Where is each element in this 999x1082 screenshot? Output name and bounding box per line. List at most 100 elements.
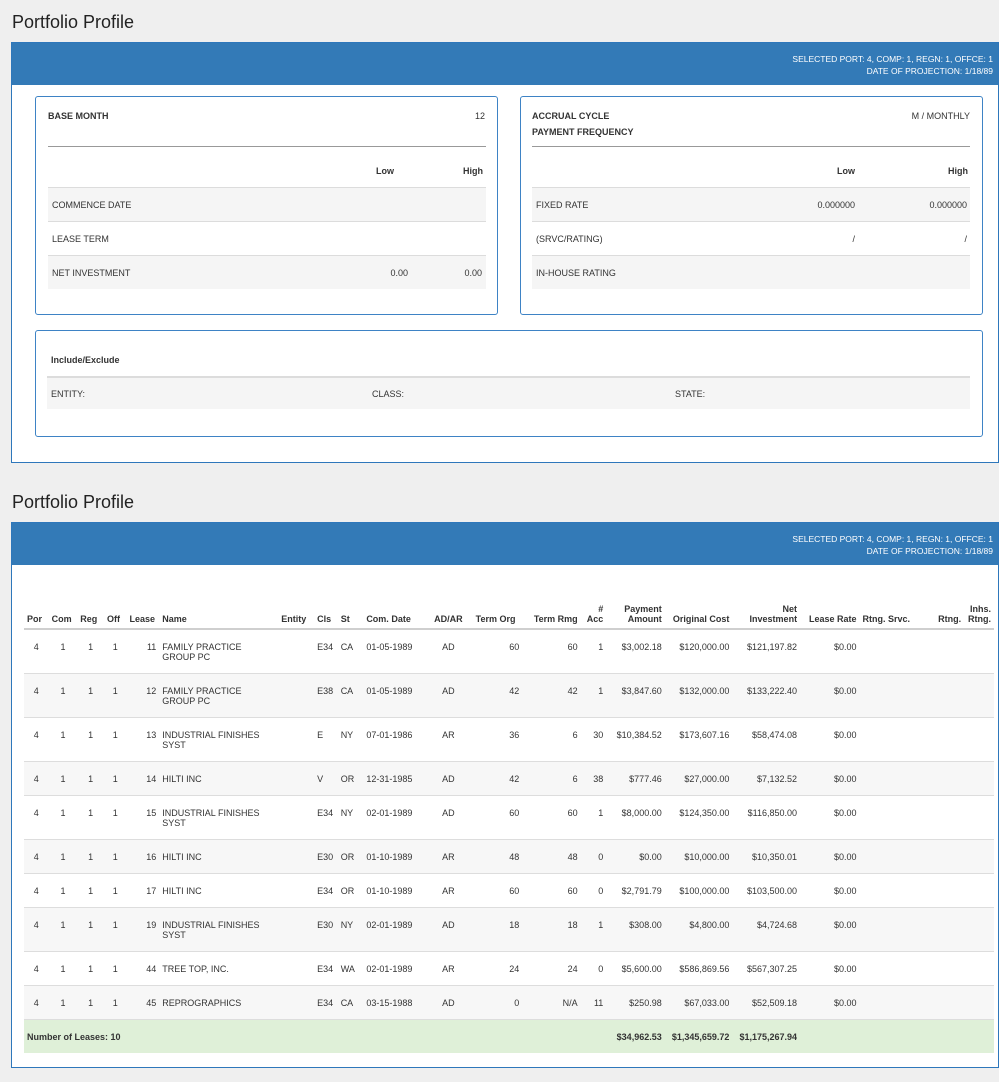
cell-term-org: 36 <box>468 716 523 761</box>
accrual-cycle-label: ACCRUAL CYCLE <box>532 111 610 121</box>
cell-reg: 1 <box>77 628 104 673</box>
cell-inhs <box>964 950 994 985</box>
cell-com: 1 <box>48 872 78 907</box>
cell-acc: 1 <box>580 628 607 673</box>
cell-rtng <box>919 838 965 873</box>
lease-count: Number of Leases: 10 <box>24 1018 607 1053</box>
cell-acc: 1 <box>580 906 607 951</box>
cell-term-rmg: 6 <box>522 716 581 761</box>
cell-com: 1 <box>48 716 78 761</box>
cell-por: 4 <box>24 716 49 761</box>
cell-cost: $100,000.00 <box>664 872 733 907</box>
cell-st: NY <box>337 906 364 951</box>
cell-rtng-srvc <box>859 950 919 985</box>
cell-rate: $0.00 <box>800 760 860 795</box>
col-net-investment: Net Investment <box>732 583 801 630</box>
cell-net: $52,509.18 <box>732 984 801 1019</box>
cell-lease: 19 <box>126 906 160 951</box>
cell-adar: AD <box>427 794 469 839</box>
cell-lease: 11 <box>126 628 160 673</box>
cell-net: $7,132.52 <box>732 760 801 795</box>
cell-st: WA <box>337 950 364 985</box>
cell-off: 1 <box>103 716 127 761</box>
cell-cost: $124,350.00 <box>664 794 733 839</box>
cell-payment: $3,847.60 <box>606 672 665 717</box>
cell-rate: $0.00 <box>800 716 860 761</box>
cell-date: 01-05-1989 <box>363 672 428 717</box>
cell-name: INDUSTRIAL FINISHES SYST <box>159 906 279 951</box>
cell-name: INDUSTRIAL FINISHES SYST <box>159 794 279 839</box>
cell-entity <box>278 760 315 795</box>
cell-inhs <box>964 984 994 1019</box>
cell-net: $121,197.82 <box>732 628 801 673</box>
cell-cls: E30 <box>314 906 338 951</box>
cell-inhs <box>964 716 994 761</box>
cell-rate: $0.00 <box>800 628 860 673</box>
row-label: LEASE TERM <box>52 234 109 244</box>
cell-payment: $5,600.00 <box>606 950 665 985</box>
cell-por: 4 <box>24 950 49 985</box>
panel-header: SELECTED PORT: 4, COMP: 1, REGN: 1, OFFC… <box>12 523 998 565</box>
cell-cls: E34 <box>314 950 338 985</box>
cell-name: TREE TOP, INC. <box>159 950 279 985</box>
col-rtng-srvc: Rtng. Srvc. <box>859 583 919 630</box>
cell-off: 1 <box>103 950 127 985</box>
cell-acc: 0 <box>580 838 607 873</box>
cell-date: 02-01-1989 <box>363 906 428 951</box>
cell-term-rmg: N/A <box>522 984 581 1019</box>
accrual-cycle-value: M / MONTHLY <box>911 111 970 121</box>
cell-rtng-srvc <box>859 628 919 673</box>
cell-reg: 1 <box>77 716 104 761</box>
cell-st: NY <box>337 794 364 839</box>
cell-rtng <box>919 984 965 1019</box>
table-row: 4 1 1 1 14 HILTI INC V OR 12-31-1985 AD 42 6 38 $777.… <box>24 760 994 795</box>
cell-lease: 13 <box>126 716 160 761</box>
cell-adar: AR <box>427 950 469 985</box>
cell-rtng-srvc <box>859 716 919 761</box>
cell-cls: E <box>314 716 338 761</box>
cell-reg: 1 <box>77 872 104 907</box>
state-label: STATE: <box>675 389 706 399</box>
cell-term-rmg: 60 <box>522 872 581 907</box>
cell-adar: AD <box>427 906 469 951</box>
table-row: 4 1 1 1 12 FAMILY PRACTICE GROUP PC E38 CA 01-05… <box>24 672 994 717</box>
cell-off: 1 <box>103 760 127 795</box>
cell-com: 1 <box>48 628 78 673</box>
row-label: NET INVESTMENT <box>52 268 131 278</box>
cell-name: HILTI INC <box>159 838 279 873</box>
cell-adar: AD <box>427 760 469 795</box>
payment-frequency-label: PAYMENT FREQUENCY <box>532 127 634 137</box>
cell-date: 02-01-1989 <box>363 950 428 985</box>
cell-cost: $4,800.00 <box>664 906 733 951</box>
row-label: COMMENCE DATE <box>52 200 132 210</box>
low-header: Low <box>376 166 394 176</box>
cell-rtng-srvc <box>859 872 919 907</box>
cell-date: 01-05-1989 <box>363 628 428 673</box>
cell-por: 4 <box>24 760 49 795</box>
net-investment-low: 0.00 <box>390 268 408 278</box>
include-exclude-row: ENTITY: CLASS: STATE: <box>47 376 970 409</box>
cell-rtng <box>919 950 965 985</box>
cell-date: 03-15-1988 <box>363 984 428 1019</box>
cell-adar: AR <box>427 872 469 907</box>
divider <box>532 146 970 147</box>
cell-entity <box>278 628 315 673</box>
cell-off: 1 <box>103 672 127 717</box>
cell-name: REPROGRAPHICS <box>159 984 279 1019</box>
lease-list-panel: SELECTED PORT: 4, COMP: 1, REGN: 1, OFFC… <box>11 522 999 1068</box>
cell-rtng-srvc <box>859 984 919 1019</box>
cell-por: 4 <box>24 872 49 907</box>
cell-cost: $120,000.00 <box>664 628 733 673</box>
table-row: 4 1 1 1 45 REPROGRAPHICS E34 CA 03-15-1988 AD 0 N/A… <box>24 984 994 1019</box>
cell-rate: $0.00 <box>800 838 860 873</box>
cell-inhs <box>964 628 994 673</box>
table-row: 4 1 1 1 15 INDUSTRIAL FINISHES SYST E34 NY 02-01… <box>24 794 994 839</box>
cell-com: 1 <box>48 672 78 717</box>
cell-payment: $250.98 <box>606 984 665 1019</box>
cell-rate: $0.00 <box>800 872 860 907</box>
cell-term-rmg: 48 <box>522 838 581 873</box>
cell-acc: 11 <box>580 984 607 1019</box>
total-net-investment: $1,175,267.94 <box>732 1018 801 1053</box>
cell-reg: 1 <box>77 950 104 985</box>
cell-st: OR <box>337 872 364 907</box>
